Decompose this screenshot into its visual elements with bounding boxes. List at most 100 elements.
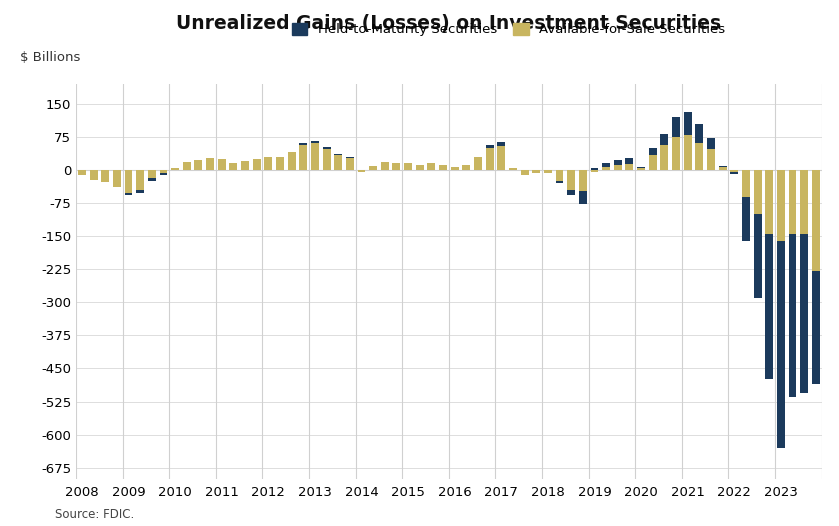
Bar <box>800 170 808 234</box>
Bar <box>591 168 598 170</box>
Bar <box>765 170 774 234</box>
Bar <box>136 190 144 193</box>
Bar <box>218 159 226 170</box>
Bar <box>264 157 273 170</box>
Bar <box>357 170 366 172</box>
Text: $ Billions: $ Billions <box>19 50 80 64</box>
Bar <box>614 165 622 170</box>
Bar <box>183 162 190 170</box>
Bar <box>730 170 738 173</box>
Bar <box>567 190 576 195</box>
Bar <box>777 240 784 448</box>
Bar <box>276 157 284 170</box>
Bar <box>637 168 645 170</box>
Bar <box>90 170 97 180</box>
Bar <box>195 160 202 170</box>
Bar <box>579 170 586 191</box>
Bar <box>555 181 564 183</box>
Bar <box>474 157 482 170</box>
Bar <box>369 166 377 170</box>
Bar <box>439 165 447 170</box>
Bar <box>253 159 261 170</box>
Bar <box>241 161 249 170</box>
Bar <box>765 234 774 379</box>
Bar <box>719 166 727 167</box>
Bar <box>102 170 109 183</box>
Bar <box>625 164 633 170</box>
Bar <box>555 170 564 181</box>
Bar <box>742 170 750 197</box>
Bar <box>113 170 121 187</box>
Bar <box>753 214 762 298</box>
Bar <box>789 170 796 234</box>
Bar <box>602 163 610 167</box>
Bar <box>684 112 691 135</box>
Bar <box>206 158 214 170</box>
Bar <box>334 154 342 155</box>
Bar <box>148 170 156 178</box>
Bar <box>288 153 295 170</box>
Bar <box>777 170 784 240</box>
Bar <box>672 117 680 137</box>
Bar <box>404 163 412 170</box>
Bar <box>300 145 307 170</box>
Bar <box>544 170 552 173</box>
Bar <box>789 234 796 397</box>
Bar <box>381 162 388 170</box>
Bar <box>136 170 144 190</box>
Bar <box>719 167 727 170</box>
Bar <box>672 137 680 170</box>
Bar <box>649 148 657 155</box>
Bar <box>753 170 762 214</box>
Bar <box>660 145 669 170</box>
Bar <box>812 271 820 384</box>
Bar <box>579 191 586 204</box>
Bar <box>498 143 505 146</box>
Bar <box>602 167 610 170</box>
Text: Source: FDIC.: Source: FDIC. <box>55 508 133 521</box>
Bar <box>300 143 307 145</box>
Bar <box>311 143 319 170</box>
Bar <box>159 173 168 175</box>
Bar <box>124 193 133 195</box>
Bar <box>124 170 133 193</box>
Bar <box>451 167 459 170</box>
Bar <box>322 149 331 170</box>
Bar <box>416 165 424 170</box>
Bar <box>311 140 319 143</box>
Bar <box>159 170 168 173</box>
Bar <box>78 170 86 175</box>
Bar <box>707 138 715 149</box>
Bar <box>707 149 715 170</box>
Bar <box>486 148 493 170</box>
Bar <box>532 170 540 173</box>
Bar <box>148 178 156 181</box>
Bar <box>393 163 400 170</box>
Bar <box>521 170 529 175</box>
Bar <box>614 160 622 165</box>
Bar <box>800 234 808 393</box>
Bar <box>684 135 691 170</box>
Bar <box>730 173 738 174</box>
Bar <box>625 158 633 164</box>
Bar <box>427 163 435 170</box>
Bar <box>322 147 331 149</box>
Bar <box>637 167 645 168</box>
Bar <box>742 197 750 240</box>
Legend: Held-to-Maturity Securities, Available-for-Sale Securities: Held-to-Maturity Securities, Available-f… <box>286 18 731 42</box>
Bar <box>696 143 703 170</box>
Title: Unrealized Gains (Losses) on Investment Securities: Unrealized Gains (Losses) on Investment … <box>176 14 722 33</box>
Bar <box>591 170 598 172</box>
Bar <box>696 124 703 143</box>
Bar <box>486 145 493 148</box>
Bar <box>229 163 237 170</box>
Bar <box>509 168 517 170</box>
Bar <box>649 155 657 170</box>
Bar <box>660 134 669 145</box>
Bar <box>171 168 179 170</box>
Bar <box>346 158 354 170</box>
Bar <box>334 155 342 170</box>
Bar <box>812 170 820 271</box>
Bar <box>567 170 576 190</box>
Bar <box>498 146 505 170</box>
